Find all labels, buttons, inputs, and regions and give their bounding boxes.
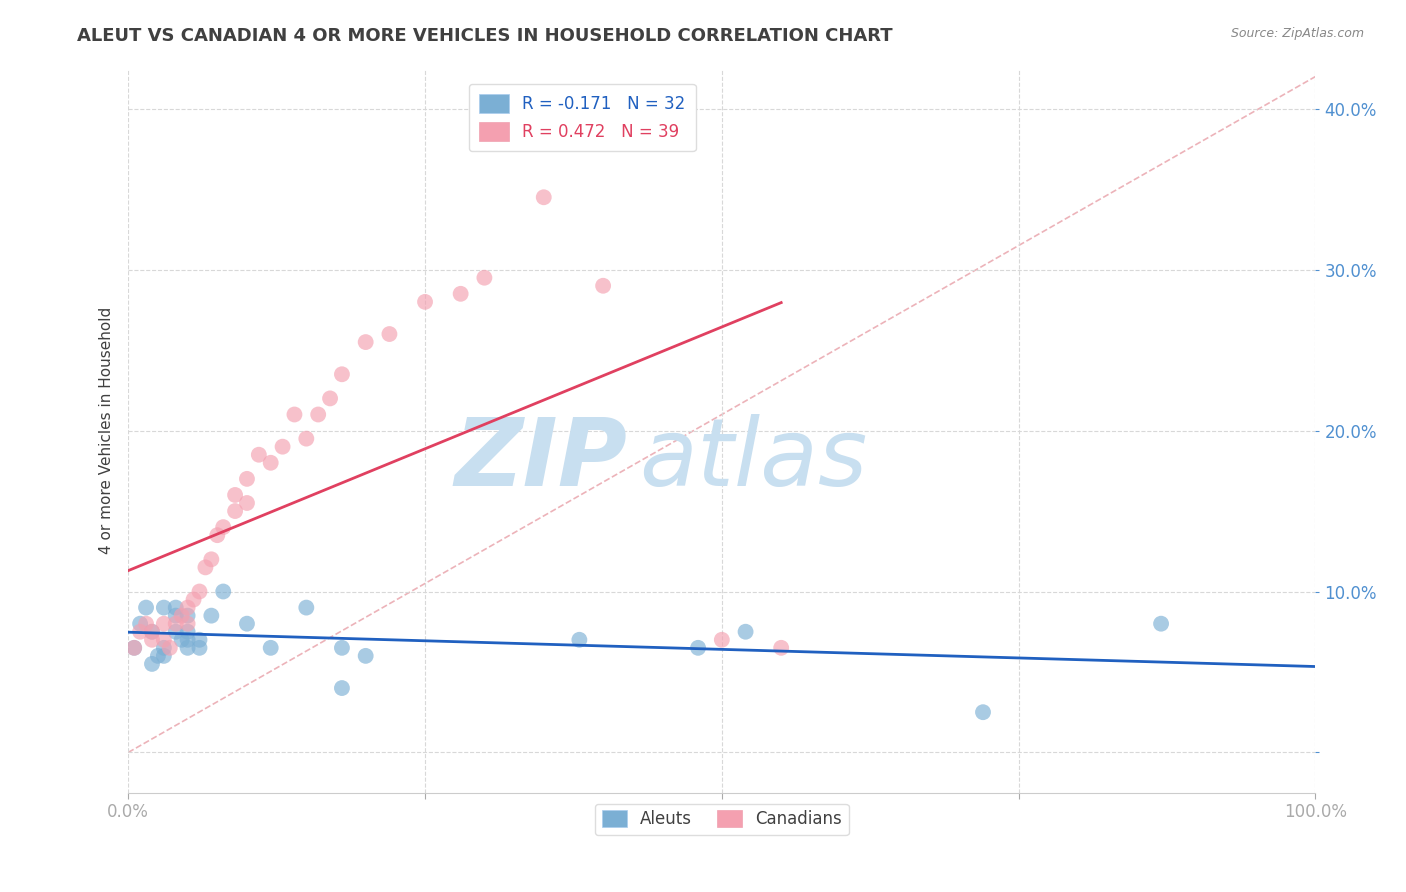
Point bbox=[688, 640, 710, 655]
Point bbox=[212, 584, 235, 599]
Point bbox=[146, 648, 169, 663]
Point bbox=[224, 488, 246, 502]
Point bbox=[165, 600, 187, 615]
Point bbox=[135, 616, 157, 631]
Point bbox=[354, 648, 377, 663]
Point bbox=[260, 640, 283, 655]
Point bbox=[122, 640, 145, 655]
Point bbox=[236, 496, 259, 510]
Point bbox=[170, 608, 193, 623]
Point bbox=[330, 368, 353, 382]
Point bbox=[165, 608, 187, 623]
Point bbox=[592, 278, 614, 293]
Point bbox=[260, 456, 283, 470]
Point bbox=[734, 624, 756, 639]
Point bbox=[568, 632, 591, 647]
Point bbox=[129, 616, 152, 631]
Point bbox=[224, 504, 246, 518]
Point bbox=[188, 584, 211, 599]
Text: ZIP: ZIP bbox=[454, 414, 627, 506]
Point bbox=[295, 600, 318, 615]
Point bbox=[153, 616, 176, 631]
Point bbox=[474, 270, 496, 285]
Legend: Aleuts, Canadians: Aleuts, Canadians bbox=[595, 804, 849, 835]
Point bbox=[188, 640, 211, 655]
Point bbox=[330, 681, 353, 695]
Point bbox=[194, 560, 217, 574]
Point bbox=[176, 624, 198, 639]
Point bbox=[170, 632, 193, 647]
Point bbox=[165, 624, 187, 639]
Point bbox=[1150, 616, 1173, 631]
Point bbox=[153, 600, 176, 615]
Point bbox=[153, 648, 176, 663]
Point bbox=[413, 294, 436, 309]
Point bbox=[176, 640, 198, 655]
Text: ALEUT VS CANADIAN 4 OR MORE VEHICLES IN HOUSEHOLD CORRELATION CHART: ALEUT VS CANADIAN 4 OR MORE VEHICLES IN … bbox=[77, 27, 893, 45]
Point bbox=[141, 657, 163, 671]
Point bbox=[972, 705, 994, 719]
Point bbox=[354, 334, 377, 349]
Point bbox=[283, 408, 305, 422]
Point bbox=[176, 600, 198, 615]
Y-axis label: 4 or more Vehicles in Household: 4 or more Vehicles in Household bbox=[100, 307, 114, 554]
Point bbox=[200, 552, 222, 566]
Point bbox=[770, 640, 793, 655]
Point bbox=[176, 616, 198, 631]
Point bbox=[533, 190, 555, 204]
Point bbox=[183, 592, 205, 607]
Point bbox=[153, 632, 176, 647]
Point bbox=[378, 326, 401, 341]
Point bbox=[450, 286, 472, 301]
Point bbox=[247, 448, 270, 462]
Point bbox=[710, 632, 733, 647]
Point bbox=[295, 432, 318, 446]
Point bbox=[165, 616, 187, 631]
Point bbox=[159, 640, 181, 655]
Point bbox=[122, 640, 145, 655]
Point bbox=[141, 632, 163, 647]
Point bbox=[236, 472, 259, 486]
Point bbox=[207, 528, 229, 542]
Text: atlas: atlas bbox=[638, 414, 868, 505]
Point bbox=[135, 600, 157, 615]
Point bbox=[271, 440, 294, 454]
Point bbox=[200, 608, 222, 623]
Point bbox=[212, 520, 235, 534]
Point bbox=[129, 624, 152, 639]
Point bbox=[141, 624, 163, 639]
Point bbox=[176, 632, 198, 647]
Point bbox=[141, 624, 163, 639]
Point bbox=[330, 640, 353, 655]
Point bbox=[307, 408, 329, 422]
Point bbox=[153, 640, 176, 655]
Point bbox=[188, 632, 211, 647]
Point bbox=[176, 608, 198, 623]
Point bbox=[319, 392, 342, 406]
Text: Source: ZipAtlas.com: Source: ZipAtlas.com bbox=[1230, 27, 1364, 40]
Point bbox=[236, 616, 259, 631]
